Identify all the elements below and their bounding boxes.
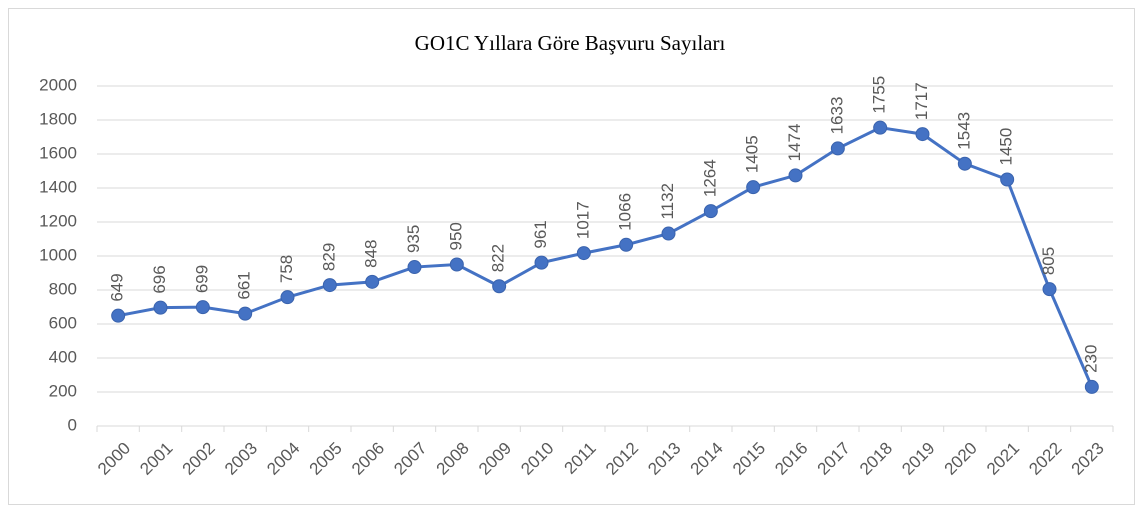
- data-point: [915, 127, 930, 142]
- y-tick-label: 800: [49, 279, 77, 298]
- data-point: [661, 226, 676, 241]
- data-point: [1084, 379, 1099, 394]
- data-label: 1717: [912, 82, 931, 120]
- data-point: [449, 257, 464, 272]
- data-point: [238, 306, 253, 321]
- data-point: [746, 180, 761, 195]
- data-label: 805: [1039, 247, 1058, 275]
- data-label: 1450: [997, 128, 1016, 166]
- data-label: 935: [404, 225, 423, 253]
- data-label: 1405: [743, 135, 762, 173]
- data-point: [365, 274, 380, 289]
- y-tick-label: 400: [49, 347, 77, 366]
- data-label: 961: [531, 220, 550, 248]
- data-label: 661: [235, 271, 254, 299]
- chart-title: GO1C Yıllara Göre Başvuru Sayıları: [415, 31, 726, 55]
- data-label: 950: [446, 222, 465, 250]
- y-tick-label: 1400: [39, 177, 77, 196]
- y-tick-label: 1800: [39, 109, 77, 128]
- data-label: 1633: [827, 97, 846, 135]
- data-label: 822: [489, 244, 508, 272]
- data-line: [117, 126, 1094, 388]
- data-label: 230: [1081, 345, 1100, 373]
- data-label: 829: [319, 243, 338, 271]
- data-point: [703, 204, 718, 219]
- data-point: [576, 246, 591, 261]
- y-tick-label: 200: [49, 381, 77, 400]
- data-label: 1017: [573, 201, 592, 239]
- data-point: [1000, 172, 1015, 187]
- data-point: [534, 255, 549, 270]
- data-point: [153, 300, 168, 315]
- y-tick-label: 1600: [39, 143, 77, 162]
- data-point: [619, 237, 634, 252]
- data-label: 1132: [658, 183, 677, 220]
- y-tick-label: 600: [49, 313, 77, 332]
- data-label: 1066: [616, 193, 635, 231]
- data-point: [111, 308, 126, 323]
- data-label: 848: [362, 239, 381, 267]
- data-point: [830, 141, 845, 156]
- data-label: 699: [192, 265, 211, 293]
- data-point: [1042, 282, 1057, 297]
- data-point: [788, 168, 803, 183]
- data-point: [280, 290, 295, 305]
- data-label: 758: [277, 255, 296, 283]
- data-label: 1474: [785, 124, 804, 162]
- data-label: 1755: [870, 76, 889, 114]
- data-point: [873, 120, 888, 135]
- y-tick-label: 1200: [39, 211, 77, 230]
- data-label: 696: [150, 265, 169, 293]
- data-label: 1543: [954, 112, 973, 150]
- data-point: [492, 279, 507, 294]
- data-label: 1264: [700, 159, 719, 197]
- y-tick-label: 1000: [39, 245, 77, 264]
- data-point: [957, 156, 972, 171]
- y-tick-label: 2000: [39, 75, 77, 94]
- y-tick-label: 0: [68, 415, 77, 434]
- data-point: [195, 300, 210, 315]
- data-point: [322, 278, 337, 293]
- data-point: [407, 260, 422, 275]
- data-label: 649: [108, 273, 127, 301]
